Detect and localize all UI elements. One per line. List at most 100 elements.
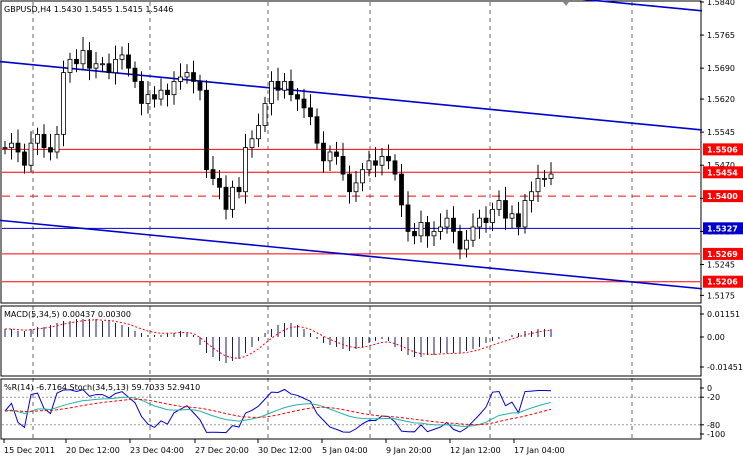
candle-body xyxy=(496,200,502,210)
macd-signal-line xyxy=(5,319,552,359)
candle-body xyxy=(431,231,437,237)
stoch-panel xyxy=(0,378,702,440)
candle-body xyxy=(483,217,489,223)
candle-body xyxy=(197,81,203,91)
candle-body xyxy=(35,133,40,144)
candle-body xyxy=(360,169,365,184)
channel-line xyxy=(0,219,703,290)
candle-body xyxy=(243,147,248,193)
stoch-tick-label: -100 xyxy=(707,430,725,439)
candle-body xyxy=(2,147,8,149)
candle-body xyxy=(41,133,47,148)
price-tick-label: 1.5840 xyxy=(707,0,735,7)
candle-body xyxy=(67,58,73,73)
time-tick-label: 27 Dec 20:00 xyxy=(195,446,249,455)
candle-body xyxy=(54,133,60,153)
candle-body xyxy=(347,173,352,193)
time-tick-label: 17 Jan 04:00 xyxy=(514,446,565,455)
time-tick-label: 15 Dec 2011 xyxy=(4,446,55,455)
candle-body xyxy=(418,222,424,237)
candle-body xyxy=(80,50,86,65)
candle-body xyxy=(373,160,378,166)
candle-body xyxy=(119,54,125,60)
candle-body xyxy=(275,81,281,91)
stoch-signal-line xyxy=(4,398,552,426)
price-tick-label: 1.5545 xyxy=(707,128,735,137)
time-axis: 15 Dec 2011 20 Dec 12:00 23 Dec 04:00 27 De… xyxy=(3,439,565,455)
price-tag-label: 1.5206 xyxy=(707,278,738,287)
candle-body xyxy=(48,147,53,153)
candle-body xyxy=(470,226,476,241)
candle-body xyxy=(28,142,34,166)
candle-body xyxy=(249,138,255,148)
horizontal-levels xyxy=(2,148,700,283)
vertical-grid xyxy=(32,2,633,438)
time-tick-label: 30 Dec 12:00 xyxy=(258,446,312,455)
price-tag-label: 1.5454 xyxy=(707,168,738,177)
candle-body xyxy=(87,50,92,69)
candle-body xyxy=(438,226,443,232)
candle-body xyxy=(490,208,495,223)
candle-body xyxy=(295,94,300,100)
candle-body xyxy=(509,213,515,219)
candle-body xyxy=(132,67,138,82)
candle-body xyxy=(457,231,463,250)
candle-body xyxy=(542,178,547,180)
price-tag xyxy=(703,190,743,203)
candle-body xyxy=(464,239,469,250)
channel-line xyxy=(582,0,703,12)
candle-body xyxy=(399,173,404,206)
price-tick-label: 1.5245 xyxy=(707,261,735,270)
candle-body xyxy=(412,231,417,237)
stoch-tick-label: 0 xyxy=(707,384,712,393)
macd-tick-label: 0.01151 xyxy=(707,310,740,319)
symbol-info: GBPUSD,H4 1.5430 1.5455 1.5415 1.5446 xyxy=(4,5,173,14)
candle-body xyxy=(262,103,268,126)
price-tag xyxy=(703,247,743,260)
candle-body xyxy=(477,217,482,228)
candle-body xyxy=(22,151,27,166)
candle-body xyxy=(61,72,66,135)
stoch-tick-label: -80 xyxy=(707,421,720,430)
price-tag xyxy=(703,222,743,235)
candle-body xyxy=(256,125,261,140)
price-tick-label: 1.5175 xyxy=(707,291,735,300)
candle-body xyxy=(139,81,144,104)
candle-body xyxy=(444,217,450,228)
candle-body xyxy=(204,89,209,171)
candle-body xyxy=(516,213,521,228)
candle-body xyxy=(106,63,112,73)
candle-body xyxy=(191,72,196,82)
candles xyxy=(2,36,554,260)
candle-body xyxy=(152,94,157,100)
price-tick-label: 1.5470 xyxy=(707,161,735,170)
stochastic-indicator: 0-20 -80-100 xyxy=(2,384,725,439)
price-tag xyxy=(703,143,743,156)
candle-body xyxy=(288,81,294,96)
candle-body xyxy=(113,58,118,73)
candle-body xyxy=(327,151,333,162)
candle-body xyxy=(223,186,229,210)
macd-indicator: 0.01151 0.00 -0.01451 xyxy=(4,310,743,372)
candle-body xyxy=(210,169,216,179)
candle-body xyxy=(366,160,372,171)
candle-body xyxy=(529,191,534,201)
time-tick-label: 5 Jan 04:00 xyxy=(322,446,368,455)
candle-body xyxy=(314,116,320,144)
candle-body xyxy=(548,173,554,179)
candle-body xyxy=(405,204,411,232)
price-tag-label: 1.5400 xyxy=(707,192,738,201)
candle-body xyxy=(522,200,528,228)
candle-body xyxy=(340,156,346,175)
candle-body xyxy=(236,186,242,193)
time-tick-label: 23 Dec 04:00 xyxy=(130,446,184,455)
candle-body xyxy=(145,94,151,104)
macd-title: MACD(5,34,5) 0.00437 0.00300 xyxy=(4,310,131,319)
candle-body xyxy=(158,89,164,100)
price-tag xyxy=(703,275,743,288)
price-tags: 1.5506 1.5454 1.5400 1.5327 1.5269 1.5206 xyxy=(703,143,743,288)
candle-body xyxy=(334,151,339,157)
bar-marker-icon xyxy=(563,2,569,6)
time-tick-label: 9 Jan 20:00 xyxy=(386,446,432,455)
